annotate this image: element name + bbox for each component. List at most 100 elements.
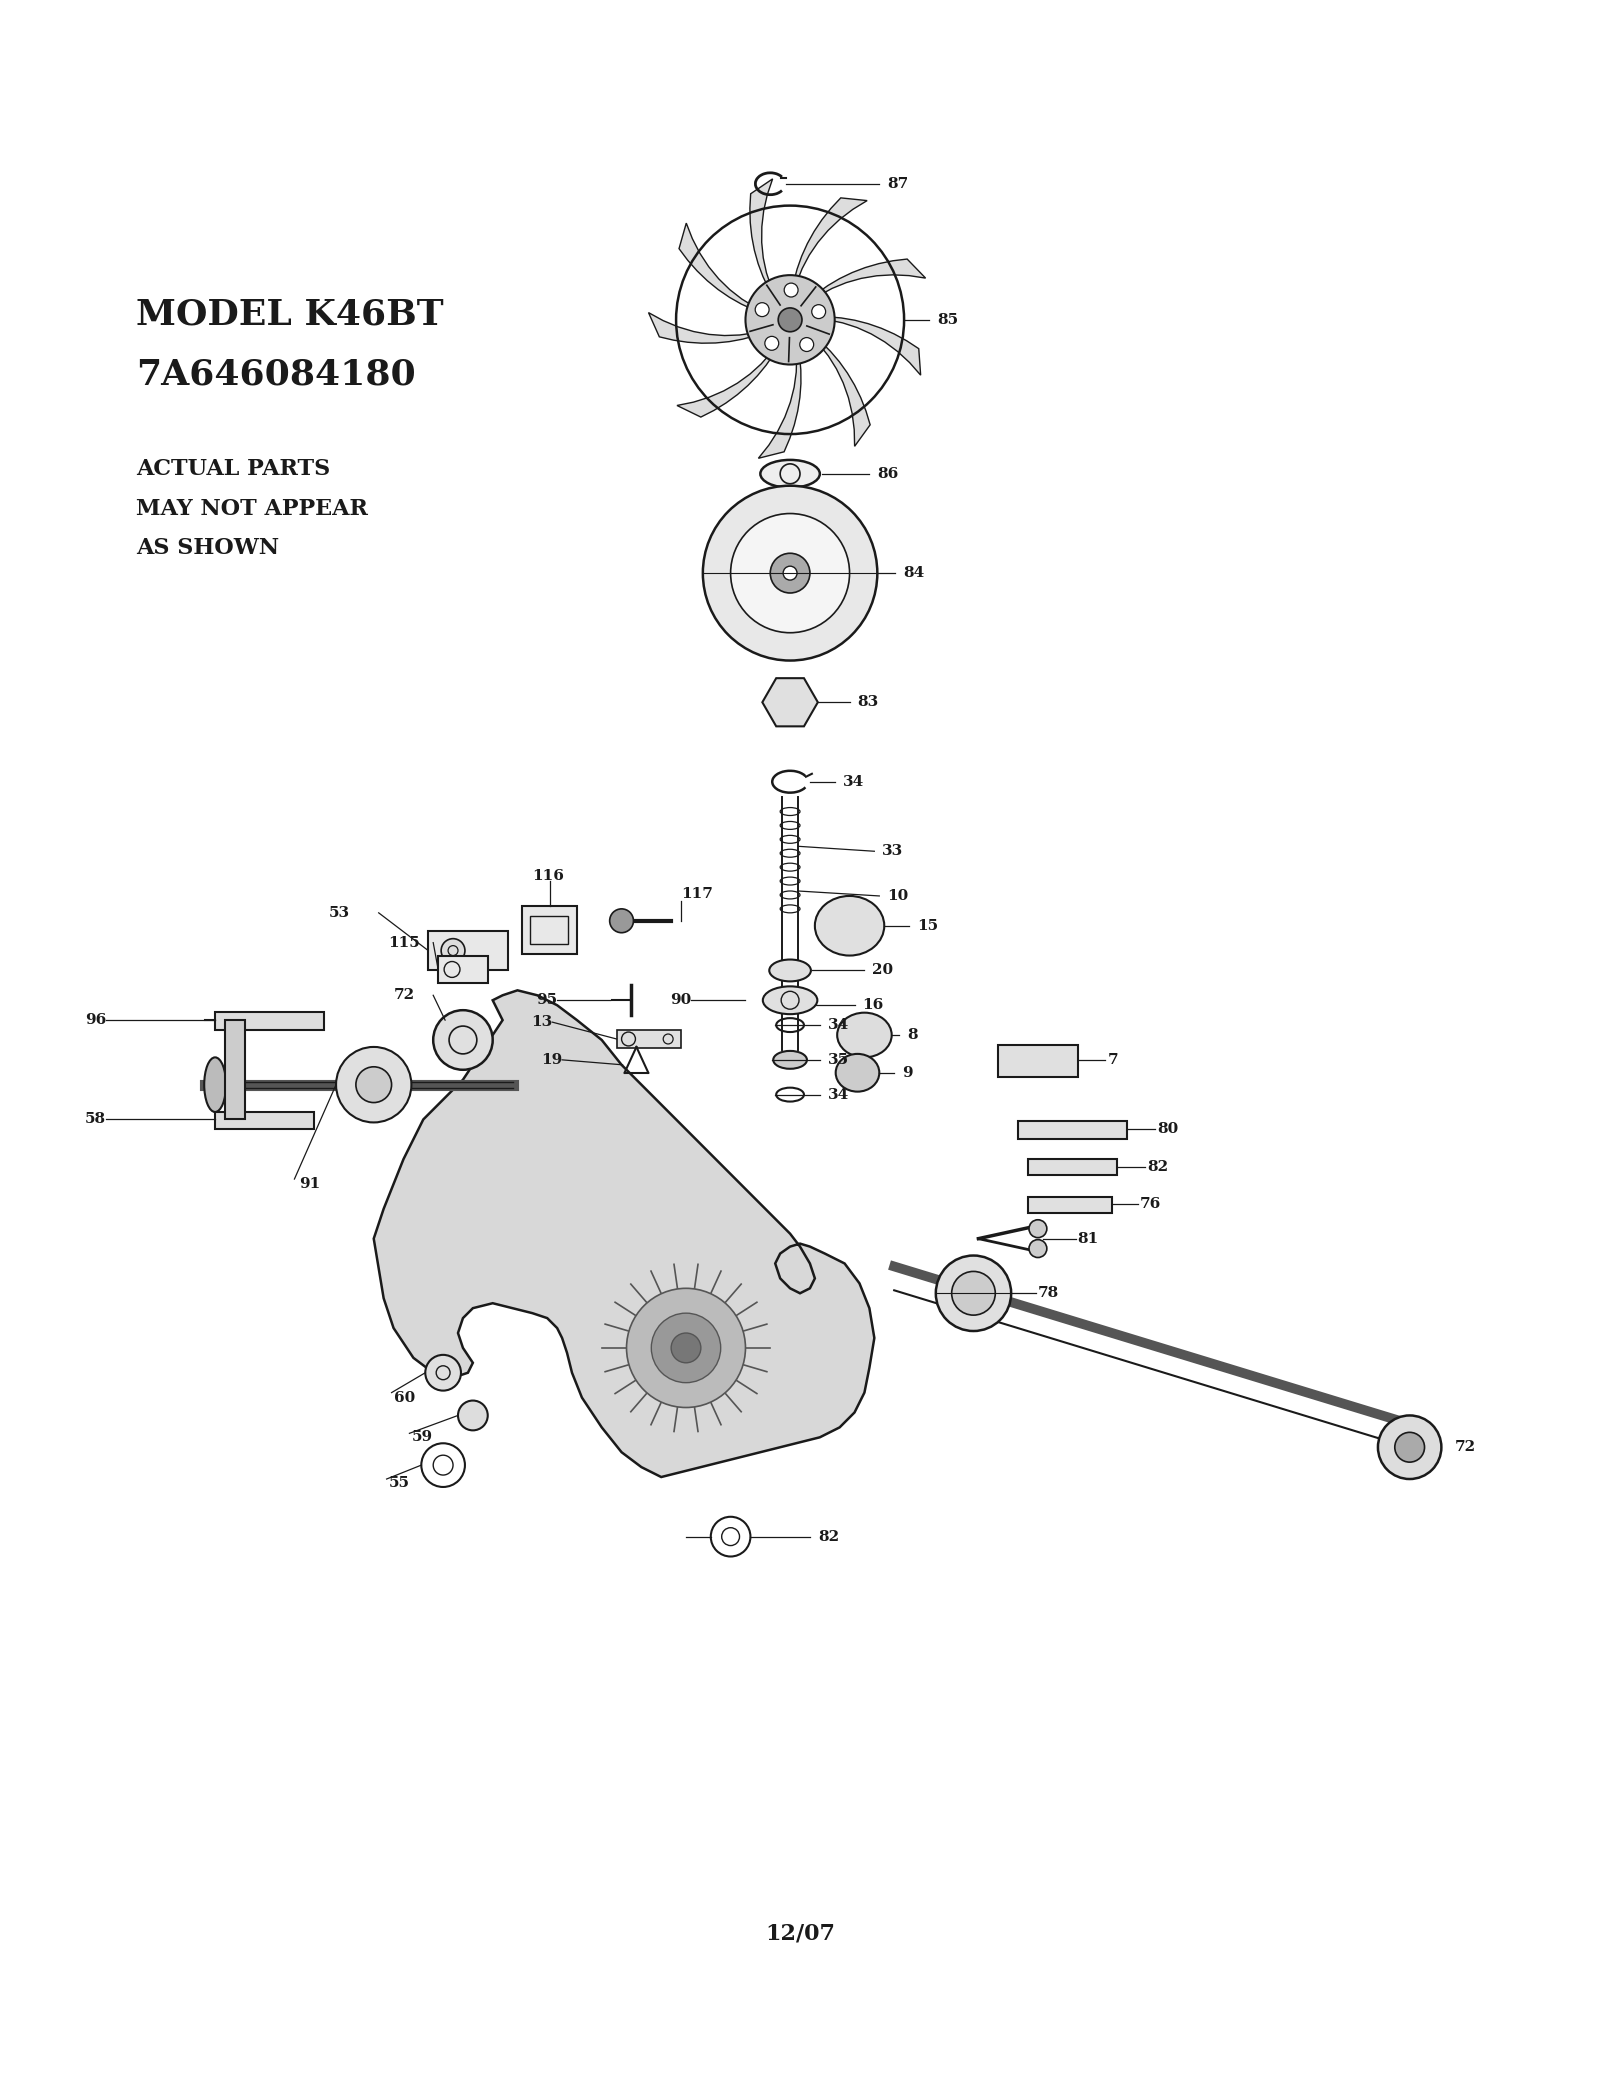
Polygon shape <box>794 197 867 282</box>
Bar <box>429 932 507 971</box>
Text: 85: 85 <box>938 313 958 328</box>
Text: 84: 84 <box>902 566 925 581</box>
Ellipse shape <box>774 998 806 1013</box>
Ellipse shape <box>773 1050 806 1069</box>
Bar <box>998 1046 1077 1077</box>
Bar <box>1029 1197 1112 1212</box>
Circle shape <box>952 1272 995 1316</box>
Polygon shape <box>762 679 818 726</box>
Text: 95: 95 <box>536 994 557 1006</box>
Bar <box>1029 1160 1117 1174</box>
Ellipse shape <box>835 1054 880 1091</box>
Bar <box>616 1029 682 1048</box>
Text: 16: 16 <box>862 998 883 1013</box>
Text: 86: 86 <box>877 467 899 481</box>
Text: 115: 115 <box>389 936 421 950</box>
Bar <box>226 1021 245 1118</box>
Text: 72: 72 <box>1454 1440 1475 1455</box>
Circle shape <box>670 1332 701 1363</box>
Text: 83: 83 <box>858 695 878 710</box>
Circle shape <box>1395 1432 1424 1463</box>
Text: ACTUAL PARTS: ACTUAL PARTS <box>136 459 330 479</box>
Text: 34: 34 <box>827 1019 850 1031</box>
Text: 80: 80 <box>1157 1123 1178 1137</box>
Text: 15: 15 <box>917 919 938 934</box>
Circle shape <box>1029 1220 1046 1237</box>
Circle shape <box>784 282 798 297</box>
Text: 19: 19 <box>541 1052 562 1067</box>
Text: 33: 33 <box>882 845 904 859</box>
Text: 90: 90 <box>670 994 691 1006</box>
Polygon shape <box>827 317 920 376</box>
Text: 59: 59 <box>411 1430 432 1444</box>
Circle shape <box>355 1067 392 1102</box>
Text: 87: 87 <box>888 176 909 191</box>
Polygon shape <box>648 313 755 342</box>
Polygon shape <box>677 353 774 417</box>
Text: 8: 8 <box>907 1027 918 1042</box>
Circle shape <box>1029 1239 1046 1257</box>
Circle shape <box>426 1355 461 1390</box>
Text: 35: 35 <box>827 1052 850 1067</box>
Ellipse shape <box>763 986 818 1015</box>
Circle shape <box>336 1048 411 1123</box>
Text: 55: 55 <box>389 1475 410 1490</box>
Text: MODEL K46BT: MODEL K46BT <box>136 299 443 332</box>
Text: 76: 76 <box>1141 1197 1162 1212</box>
Text: 91: 91 <box>299 1177 320 1191</box>
Bar <box>523 907 578 954</box>
Polygon shape <box>758 357 802 459</box>
Circle shape <box>702 486 877 660</box>
Bar <box>438 957 488 984</box>
Circle shape <box>1378 1415 1442 1479</box>
Text: 82: 82 <box>1147 1160 1168 1174</box>
Circle shape <box>770 554 810 593</box>
Circle shape <box>610 909 634 932</box>
Text: 7A646084180: 7A646084180 <box>136 357 416 392</box>
Polygon shape <box>819 342 870 446</box>
Text: AS SHOWN: AS SHOWN <box>136 537 278 560</box>
Circle shape <box>458 1401 488 1430</box>
Text: 60: 60 <box>394 1390 414 1405</box>
Circle shape <box>731 513 850 633</box>
Text: 53: 53 <box>330 907 350 919</box>
Text: 116: 116 <box>533 869 565 884</box>
Text: 72: 72 <box>394 988 414 1002</box>
Circle shape <box>746 276 835 365</box>
Text: 82: 82 <box>818 1529 838 1544</box>
Circle shape <box>434 1011 493 1071</box>
Bar <box>214 1112 314 1129</box>
Circle shape <box>778 307 802 332</box>
Text: MAY NOT APPEAR: MAY NOT APPEAR <box>136 498 368 519</box>
Text: 81: 81 <box>1077 1233 1099 1245</box>
Text: 96: 96 <box>85 1013 106 1027</box>
Text: 12/07: 12/07 <box>765 1924 835 1944</box>
Text: 20: 20 <box>872 963 893 977</box>
Circle shape <box>651 1313 720 1382</box>
Polygon shape <box>750 178 773 288</box>
Bar <box>530 915 568 944</box>
Text: 10: 10 <box>888 888 909 903</box>
Circle shape <box>811 305 826 320</box>
Polygon shape <box>818 259 925 295</box>
Polygon shape <box>374 990 874 1477</box>
Bar <box>214 1013 325 1029</box>
Circle shape <box>765 336 779 351</box>
Text: 7: 7 <box>1107 1052 1118 1067</box>
Circle shape <box>782 566 797 581</box>
Ellipse shape <box>760 461 819 488</box>
Text: 34: 34 <box>827 1087 850 1102</box>
Polygon shape <box>678 224 755 309</box>
Text: 117: 117 <box>682 886 714 901</box>
Ellipse shape <box>770 959 811 981</box>
Ellipse shape <box>837 1013 891 1058</box>
Text: 34: 34 <box>843 774 864 788</box>
Ellipse shape <box>205 1058 226 1112</box>
Circle shape <box>936 1255 1011 1330</box>
Text: 78: 78 <box>1038 1286 1059 1301</box>
Ellipse shape <box>814 896 885 957</box>
Circle shape <box>627 1289 746 1407</box>
Circle shape <box>442 938 466 963</box>
Text: 13: 13 <box>531 1015 552 1029</box>
Text: 9: 9 <box>902 1067 912 1079</box>
